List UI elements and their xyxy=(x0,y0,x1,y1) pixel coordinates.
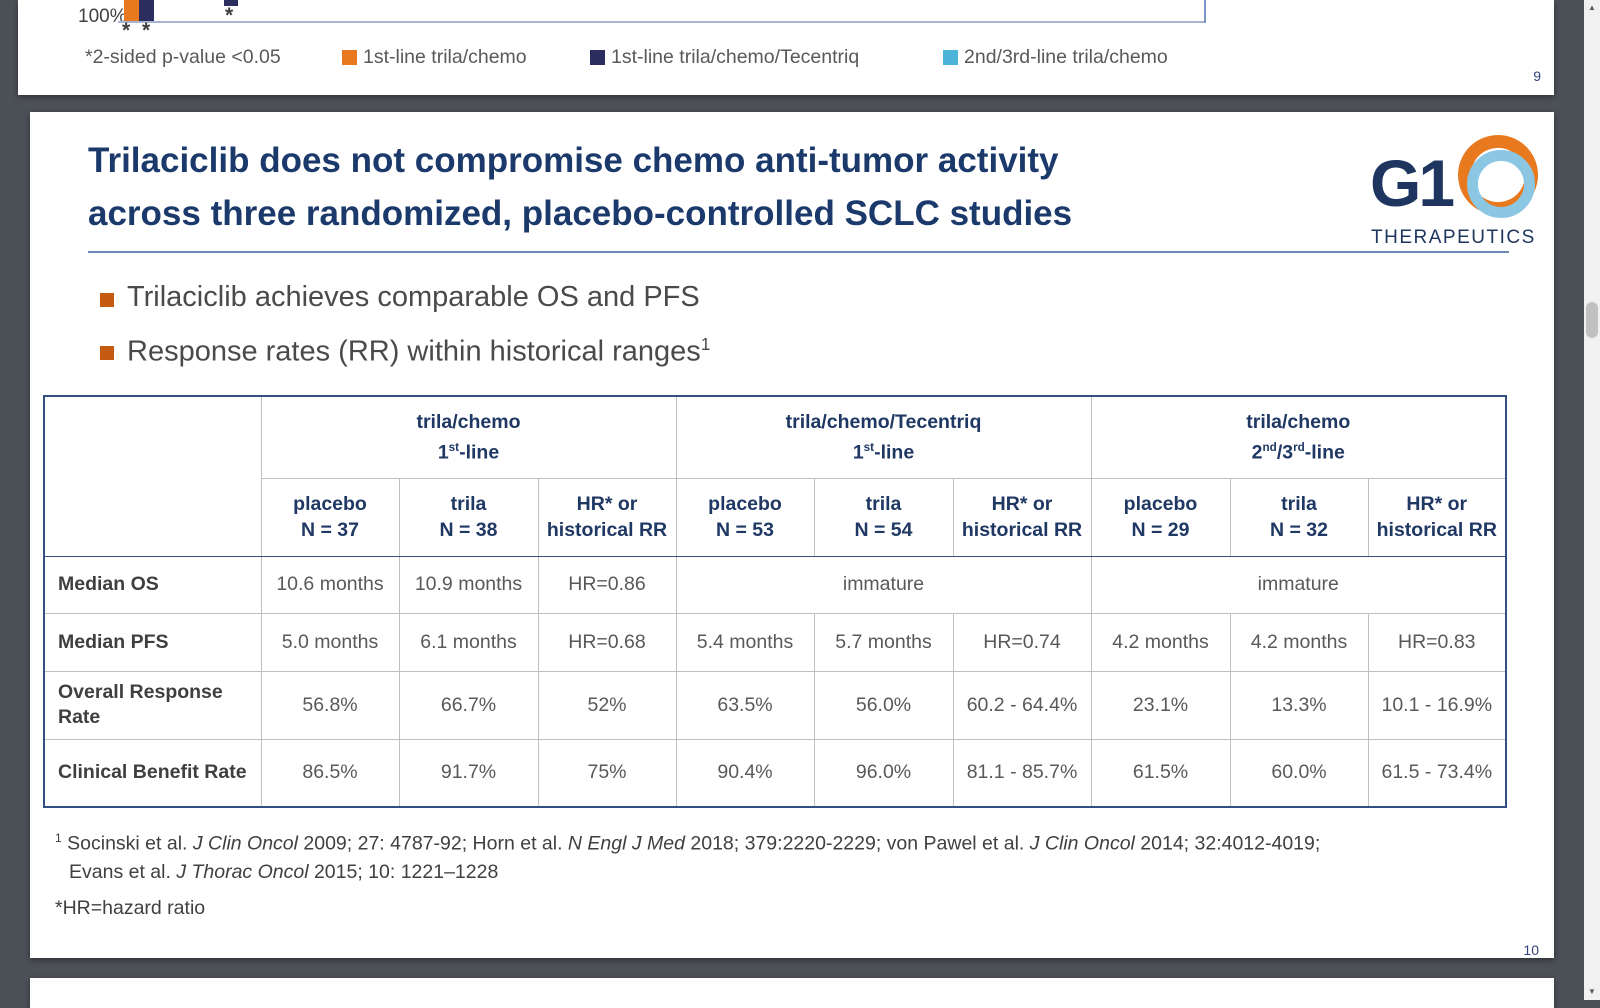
bar-navy xyxy=(139,0,154,21)
slide-title-line1: Trilaciclib does not compromise chemo an… xyxy=(88,141,1059,180)
table-cell: HR=0.83 xyxy=(1367,612,1507,672)
column-header: placebo N = 29 xyxy=(1090,477,1231,557)
row-label: Median OS xyxy=(43,555,262,614)
row-label: Clinical Benefit Rate xyxy=(43,738,262,808)
scrollbar-thumb[interactable] xyxy=(1586,302,1598,338)
column-header: HR* or historical RR xyxy=(537,477,677,557)
table-cell: 96.0% xyxy=(813,738,954,808)
table-cell: 86.5% xyxy=(260,738,400,808)
legend-item: 1st-line trila/chemo xyxy=(342,46,527,69)
table-cell: 60.0% xyxy=(1229,738,1369,808)
legend-item: 1st-line trila/chemo/Tecentriq xyxy=(590,46,859,69)
table-cell: 10.1 - 16.9% xyxy=(1367,670,1507,740)
slide-9-partial: 100% * * * *2-sided p-value <0.05 1st-li… xyxy=(18,0,1554,95)
group-header-line1: trila/chemo/Tecentriq xyxy=(785,411,982,433)
group-header-line1: trila/chemo xyxy=(1246,411,1351,433)
table-cell: 61.5% xyxy=(1090,738,1231,808)
table-cell: 23.1% xyxy=(1090,670,1231,740)
column-header: trila N = 54 xyxy=(813,477,954,557)
table-cell: 4.2 months xyxy=(1229,612,1369,672)
table-cell: 5.4 months xyxy=(675,612,815,672)
significance-asterisks: * * xyxy=(122,19,154,42)
bullet-marker-icon xyxy=(100,346,114,360)
legend-label: 1st-line trila/chemo/Tecentriq xyxy=(611,46,860,68)
slide-11-partial xyxy=(30,978,1554,1008)
title-divider xyxy=(88,251,1509,253)
group-header-line2: 1st-line xyxy=(852,441,915,464)
table-cell: 5.0 months xyxy=(260,612,400,672)
table-cell: HR=0.74 xyxy=(952,612,1092,672)
plot-right-border xyxy=(1204,0,1206,23)
group-header-line2: 1st-line xyxy=(437,441,500,464)
table-cell: 10.9 months xyxy=(398,555,539,614)
legend-swatch-navy xyxy=(590,50,605,65)
row-label: Overall Response Rate xyxy=(43,670,262,740)
column-header: HR* or historical RR xyxy=(952,477,1092,557)
column-header: placebo N = 37 xyxy=(260,477,400,557)
slide-title: Trilaciclib does not compromise chemo an… xyxy=(88,134,1328,240)
table-cell: 60.2 - 64.4% xyxy=(952,670,1092,740)
scrollbar[interactable]: ▲ ▼ xyxy=(1584,0,1600,1000)
table-cell: 63.5% xyxy=(675,670,815,740)
column-header: HR* or historical RR xyxy=(1367,477,1507,557)
x-axis-line xyxy=(118,21,1204,23)
table-cell: 10.6 months xyxy=(260,555,400,614)
legend-item: 2nd/3rd-line trila/chemo xyxy=(943,46,1168,69)
y-axis-tick-label: 100% xyxy=(78,6,127,27)
table-cell: 13.3% xyxy=(1229,670,1369,740)
results-table: trila/chemo 1st-line trila/chemo/Tecentr… xyxy=(43,395,1508,808)
bar-orange xyxy=(124,0,139,21)
table-cell: HR=0.86 xyxy=(537,555,677,614)
row-label: Median PFS xyxy=(43,612,262,672)
table-cell: 52% xyxy=(537,670,677,740)
page-number: 10 xyxy=(1523,942,1539,958)
table-cell-merged: immature xyxy=(1090,555,1507,614)
group-header: trila/chemo/Tecentriq 1st-line xyxy=(675,395,1092,479)
group-header-line2: 2nd/3rd-line xyxy=(1251,441,1345,464)
table-cell: 61.5 - 73.4% xyxy=(1367,738,1507,808)
bullet-item: Trilaciclib achieves comparable OS and P… xyxy=(127,281,700,313)
table-cell: 75% xyxy=(537,738,677,808)
legend-label: 1st-line trila/chemo xyxy=(363,46,527,68)
column-header: trila N = 32 xyxy=(1229,477,1369,557)
logo-wordmark: THERAPEUTICS xyxy=(1371,227,1536,248)
legend-swatch-cyan xyxy=(943,50,958,65)
table-cell-merged: immature xyxy=(675,555,1092,614)
scroll-up-arrow-icon[interactable]: ▲ xyxy=(1588,3,1596,12)
group-header: trila/chemo 2nd/3rd-line xyxy=(1090,395,1507,479)
legend-swatch-orange xyxy=(342,50,357,65)
bar-navy-short xyxy=(224,0,238,6)
group-header-line1: trila/chemo xyxy=(416,411,521,433)
footnote-reference-continued: Evans et al. J Thorac Oncol 2015; 10: 12… xyxy=(69,861,499,883)
significance-asterisk: * xyxy=(225,4,234,27)
table-cell: 4.2 months xyxy=(1090,612,1231,672)
footnote-hr-definition: *HR=hazard ratio xyxy=(55,897,206,919)
bullet-marker-icon xyxy=(100,293,114,307)
table-cell: 56.8% xyxy=(260,670,400,740)
table-cell: 5.7 months xyxy=(813,612,954,672)
slide-10: Trilaciclib does not compromise chemo an… xyxy=(30,112,1554,958)
table-cell: 6.1 months xyxy=(398,612,539,672)
p-value-note: *2-sided p-value <0.05 xyxy=(85,46,281,68)
g1-therapeutics-logo: G1 THERAPEUTICS xyxy=(1370,126,1547,250)
table-cell: 90.4% xyxy=(675,738,815,808)
group-header: trila/chemo 1st-line xyxy=(260,395,677,479)
table-cell: 81.1 - 85.7% xyxy=(952,738,1092,808)
table-cell: 91.7% xyxy=(398,738,539,808)
logo-blue-ring-icon xyxy=(1467,150,1535,218)
table-cell: HR=0.68 xyxy=(537,612,677,672)
column-header: placebo N = 53 xyxy=(675,477,815,557)
footnote-reference: 1 Socinski et al. J Clin Oncol 2009; 27:… xyxy=(55,831,1321,855)
chart-legend: *2-sided p-value <0.05 1st-line trila/ch… xyxy=(18,44,1554,74)
legend-label: 2nd/3rd-line trila/chemo xyxy=(964,46,1168,68)
table-cell: 66.7% xyxy=(398,670,539,740)
column-header: trila N = 38 xyxy=(398,477,539,557)
logo-g1-text: G1 xyxy=(1370,146,1455,220)
slide-title-line2: across three randomized, placebo-control… xyxy=(88,194,1073,233)
bullet-item: Response rates (RR) within historical ra… xyxy=(127,334,711,368)
scroll-down-arrow-icon[interactable]: ▼ xyxy=(1588,987,1596,996)
table-cell: 56.0% xyxy=(813,670,954,740)
table-corner-cell xyxy=(43,395,262,557)
page-number: 9 xyxy=(1533,68,1541,84)
